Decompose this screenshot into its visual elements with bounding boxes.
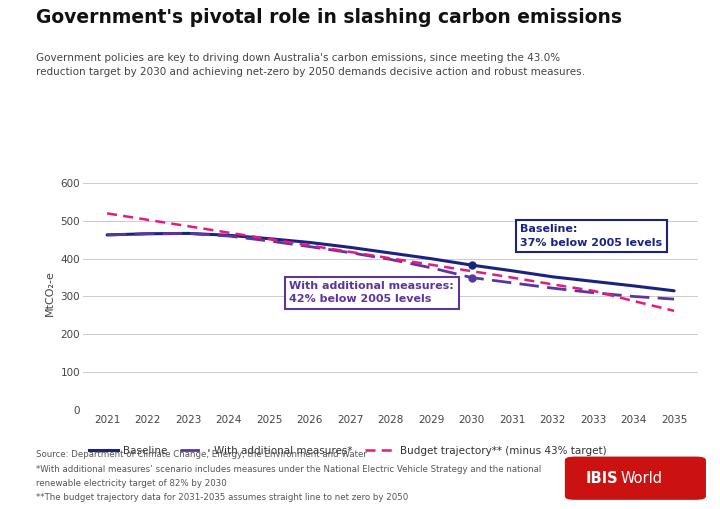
- Text: **The budget trajectory data for 2031-2035 assumes straight line to net zero by : **The budget trajectory data for 2031-20…: [36, 493, 408, 502]
- Text: *With additional measures’ scenario includes measures under the National Electri: *With additional measures’ scenario incl…: [36, 465, 541, 474]
- Text: World: World: [621, 471, 662, 486]
- Text: Baseline:
37% below 2005 levels: Baseline: 37% below 2005 levels: [520, 224, 662, 247]
- Text: IBIS: IBIS: [585, 471, 618, 486]
- Y-axis label: MtCO₂-e: MtCO₂-e: [45, 270, 55, 316]
- Text: Government policies are key to driving down Australia's carbon emissions, since : Government policies are key to driving d…: [36, 53, 585, 77]
- FancyBboxPatch shape: [565, 457, 706, 500]
- Text: renewable electricity target of 82% by 2030: renewable electricity target of 82% by 2…: [36, 479, 227, 488]
- Text: Government's pivotal role in slashing carbon emissions: Government's pivotal role in slashing ca…: [36, 8, 622, 26]
- Text: Source: Department of Climate Change, Energy, the Environment and Water: Source: Department of Climate Change, En…: [36, 450, 367, 460]
- Legend: Baseline, With additional measures*, Budget trajectory** (minus 43% target): Baseline, With additional measures*, Bud…: [84, 442, 611, 460]
- Text: With additional measures:
42% below 2005 levels: With additional measures: 42% below 2005…: [289, 281, 454, 304]
